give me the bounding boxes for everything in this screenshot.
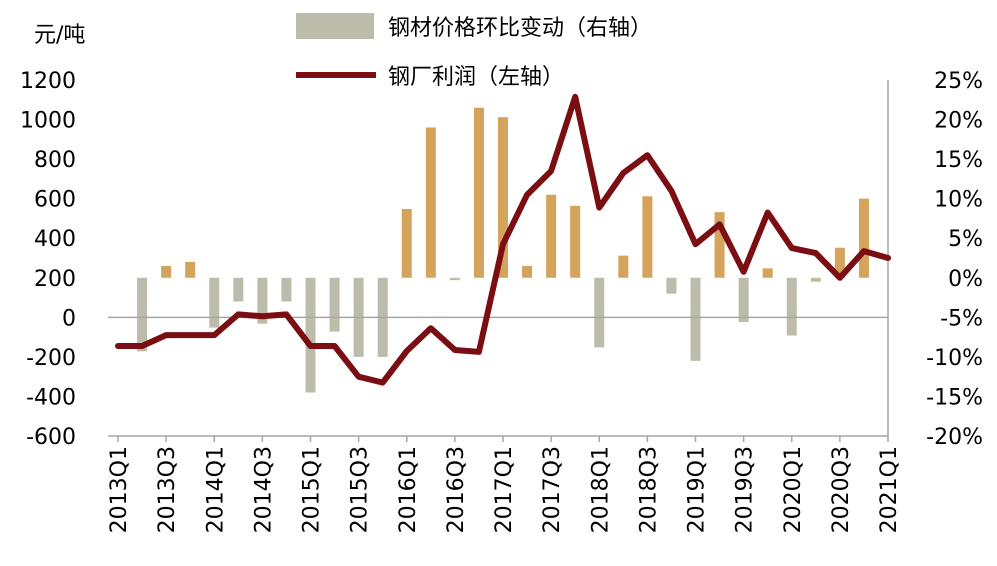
left-tick-label: -400 <box>26 385 76 410</box>
left-tick-label: 1200 <box>20 69 76 94</box>
bar <box>425 127 436 278</box>
right-tick-label: 5% <box>948 227 983 252</box>
right-tick-label: 15% <box>934 148 983 173</box>
bar <box>690 277 701 361</box>
bar <box>570 205 581 278</box>
bar <box>810 277 821 282</box>
bar <box>714 212 725 278</box>
x-axis-labels: 2013Q1 2013Q3 2014Q1 2014Q3 2015Q1 2015Q3 2016… <box>107 446 902 533</box>
bar <box>449 277 460 281</box>
left-tick-label: 1000 <box>20 109 76 134</box>
bar <box>546 194 557 278</box>
bar <box>498 117 508 278</box>
legend-bar-label: 钢材价格环比变动（右轴） <box>388 16 652 41</box>
bar <box>281 277 292 302</box>
right-tick-label: -15% <box>926 385 983 410</box>
left-tick-label: -200 <box>26 346 76 371</box>
x-tick-label: 2013Q3 <box>155 446 180 533</box>
x-tick-label: 2016Q1 <box>396 446 421 533</box>
right-tick-label: -10% <box>926 346 983 371</box>
bar <box>209 277 220 328</box>
bar <box>305 277 316 393</box>
left-tick-label: 800 <box>34 148 76 173</box>
x-tick-label: 2014Q3 <box>251 446 276 533</box>
x-tick-label: 2019Q3 <box>733 446 758 533</box>
left-axis-ticks: 1200 1000 800 600 400 200 0 -200 -400 -600 <box>20 69 76 450</box>
bar <box>834 247 845 278</box>
x-tick-label: 2019Q1 <box>685 446 710 533</box>
bar <box>594 277 605 348</box>
x-tick-label: 2018Q3 <box>636 446 661 533</box>
right-tick-label: -20% <box>926 425 983 450</box>
x-tick-label: 2020Q1 <box>781 446 806 533</box>
x-tick-label: 2015Q1 <box>300 446 325 533</box>
bar <box>257 277 268 324</box>
bar <box>137 277 148 352</box>
x-tick-label: 2020Q3 <box>829 446 854 533</box>
x-tick-label: 2013Q1 <box>107 446 132 533</box>
right-tick-label: -5% <box>940 306 983 331</box>
bar <box>666 277 677 294</box>
left-tick-label: 0 <box>62 306 76 331</box>
bar <box>161 265 172 278</box>
bar <box>522 265 533 278</box>
bar <box>401 208 412 278</box>
bar <box>618 255 629 278</box>
bar <box>858 198 869 278</box>
left-tick-label: 600 <box>34 188 76 213</box>
bar <box>185 261 196 278</box>
bar <box>762 268 773 278</box>
left-axis-unit: 元/吨 <box>34 23 85 48</box>
bar <box>738 277 749 323</box>
x-tick-label: 2017Q3 <box>540 446 565 533</box>
bar <box>786 277 797 336</box>
profit-line <box>115 93 891 386</box>
right-axis-ticks: 25% 20% 15% 10% 5% 0% -5% -10% -15% -20% <box>926 69 983 450</box>
x-tick-label: 2021Q1 <box>877 446 902 533</box>
x-tick-label: 2018Q1 <box>588 446 613 533</box>
x-tick-marks <box>108 435 889 442</box>
right-tick-label: 20% <box>934 109 983 134</box>
left-tick-label: 200 <box>34 267 76 292</box>
right-tick-label: 10% <box>934 188 983 213</box>
left-tick-label: 400 <box>34 227 76 252</box>
legend-bar-swatch <box>296 13 374 39</box>
bar <box>473 107 484 278</box>
right-tick-label: 0% <box>948 267 983 292</box>
right-tick-label: 25% <box>934 69 983 94</box>
x-tick-label: 2016Q3 <box>444 446 469 533</box>
x-tick-label: 2014Q1 <box>203 446 228 533</box>
bar <box>233 277 244 302</box>
x-tick-label: 2017Q1 <box>492 446 517 533</box>
bar <box>642 196 653 278</box>
legend-line-label: 钢厂利润（左轴） <box>388 65 564 90</box>
bar <box>329 277 340 332</box>
x-tick-label: 2015Q3 <box>348 446 373 533</box>
left-tick-label: -600 <box>26 425 76 450</box>
